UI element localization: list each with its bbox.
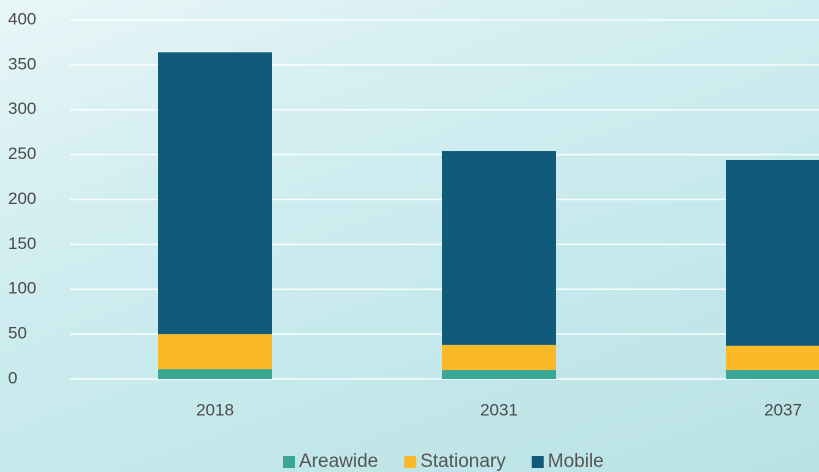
y-tick-label: 150: [8, 234, 36, 253]
legend-swatch: [404, 456, 417, 468]
y-tick-label: 100: [8, 279, 36, 298]
y-tick-label: 350: [8, 54, 36, 73]
bar-segment: [158, 334, 272, 370]
bar-segment: [442, 344, 556, 371]
legend-swatch: [531, 456, 544, 468]
bar-segment: [442, 370, 556, 379]
legend-label: Stationary: [420, 451, 506, 472]
legend-label: Areawide: [299, 451, 378, 472]
y-tick-label: 300: [8, 99, 36, 118]
legend-swatch: [283, 456, 295, 468]
y-tick-label: 250: [8, 144, 36, 163]
bar-segment: [726, 160, 819, 346]
y-tick-label: 50: [8, 324, 27, 343]
x-tick-label: 2018: [196, 400, 234, 419]
bar-segment: [726, 370, 819, 379]
y-tick-label: 200: [8, 189, 36, 208]
bar-segment: [158, 52, 272, 335]
x-tick-label: 2037: [764, 400, 802, 419]
legend-label: Mobile: [548, 451, 604, 472]
x-tick-label: 2031: [480, 400, 518, 419]
bar-segment: [726, 345, 819, 371]
bar-segment: [442, 151, 556, 345]
y-tick-label: 0: [8, 368, 17, 387]
bar-segment: [158, 369, 272, 379]
y-tick-label: 400: [8, 9, 36, 28]
